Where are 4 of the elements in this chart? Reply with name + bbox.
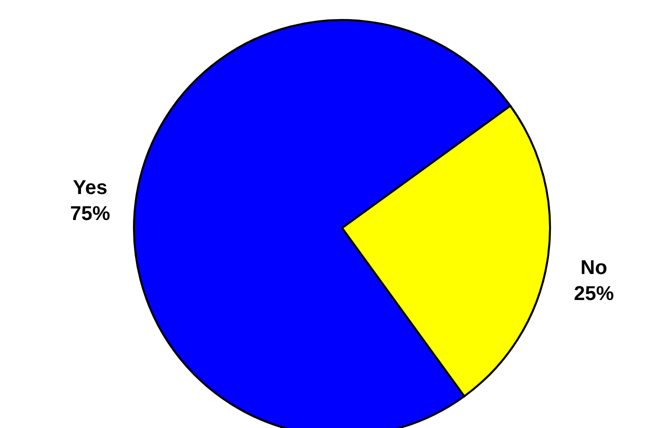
slice-label: No bbox=[580, 256, 608, 279]
slice-label: Yes bbox=[72, 177, 108, 200]
data-label: 75% bbox=[70, 203, 110, 226]
data-label: 25% bbox=[574, 282, 614, 305]
